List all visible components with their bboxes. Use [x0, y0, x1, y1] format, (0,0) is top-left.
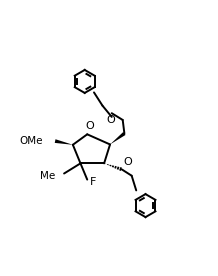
Text: OMe: OMe — [20, 136, 43, 146]
Polygon shape — [110, 132, 126, 144]
Text: O: O — [107, 115, 115, 124]
Text: O: O — [85, 121, 94, 131]
Text: O: O — [123, 157, 132, 168]
Text: F: F — [90, 177, 96, 187]
Text: Me: Me — [40, 171, 56, 181]
Polygon shape — [55, 139, 73, 145]
